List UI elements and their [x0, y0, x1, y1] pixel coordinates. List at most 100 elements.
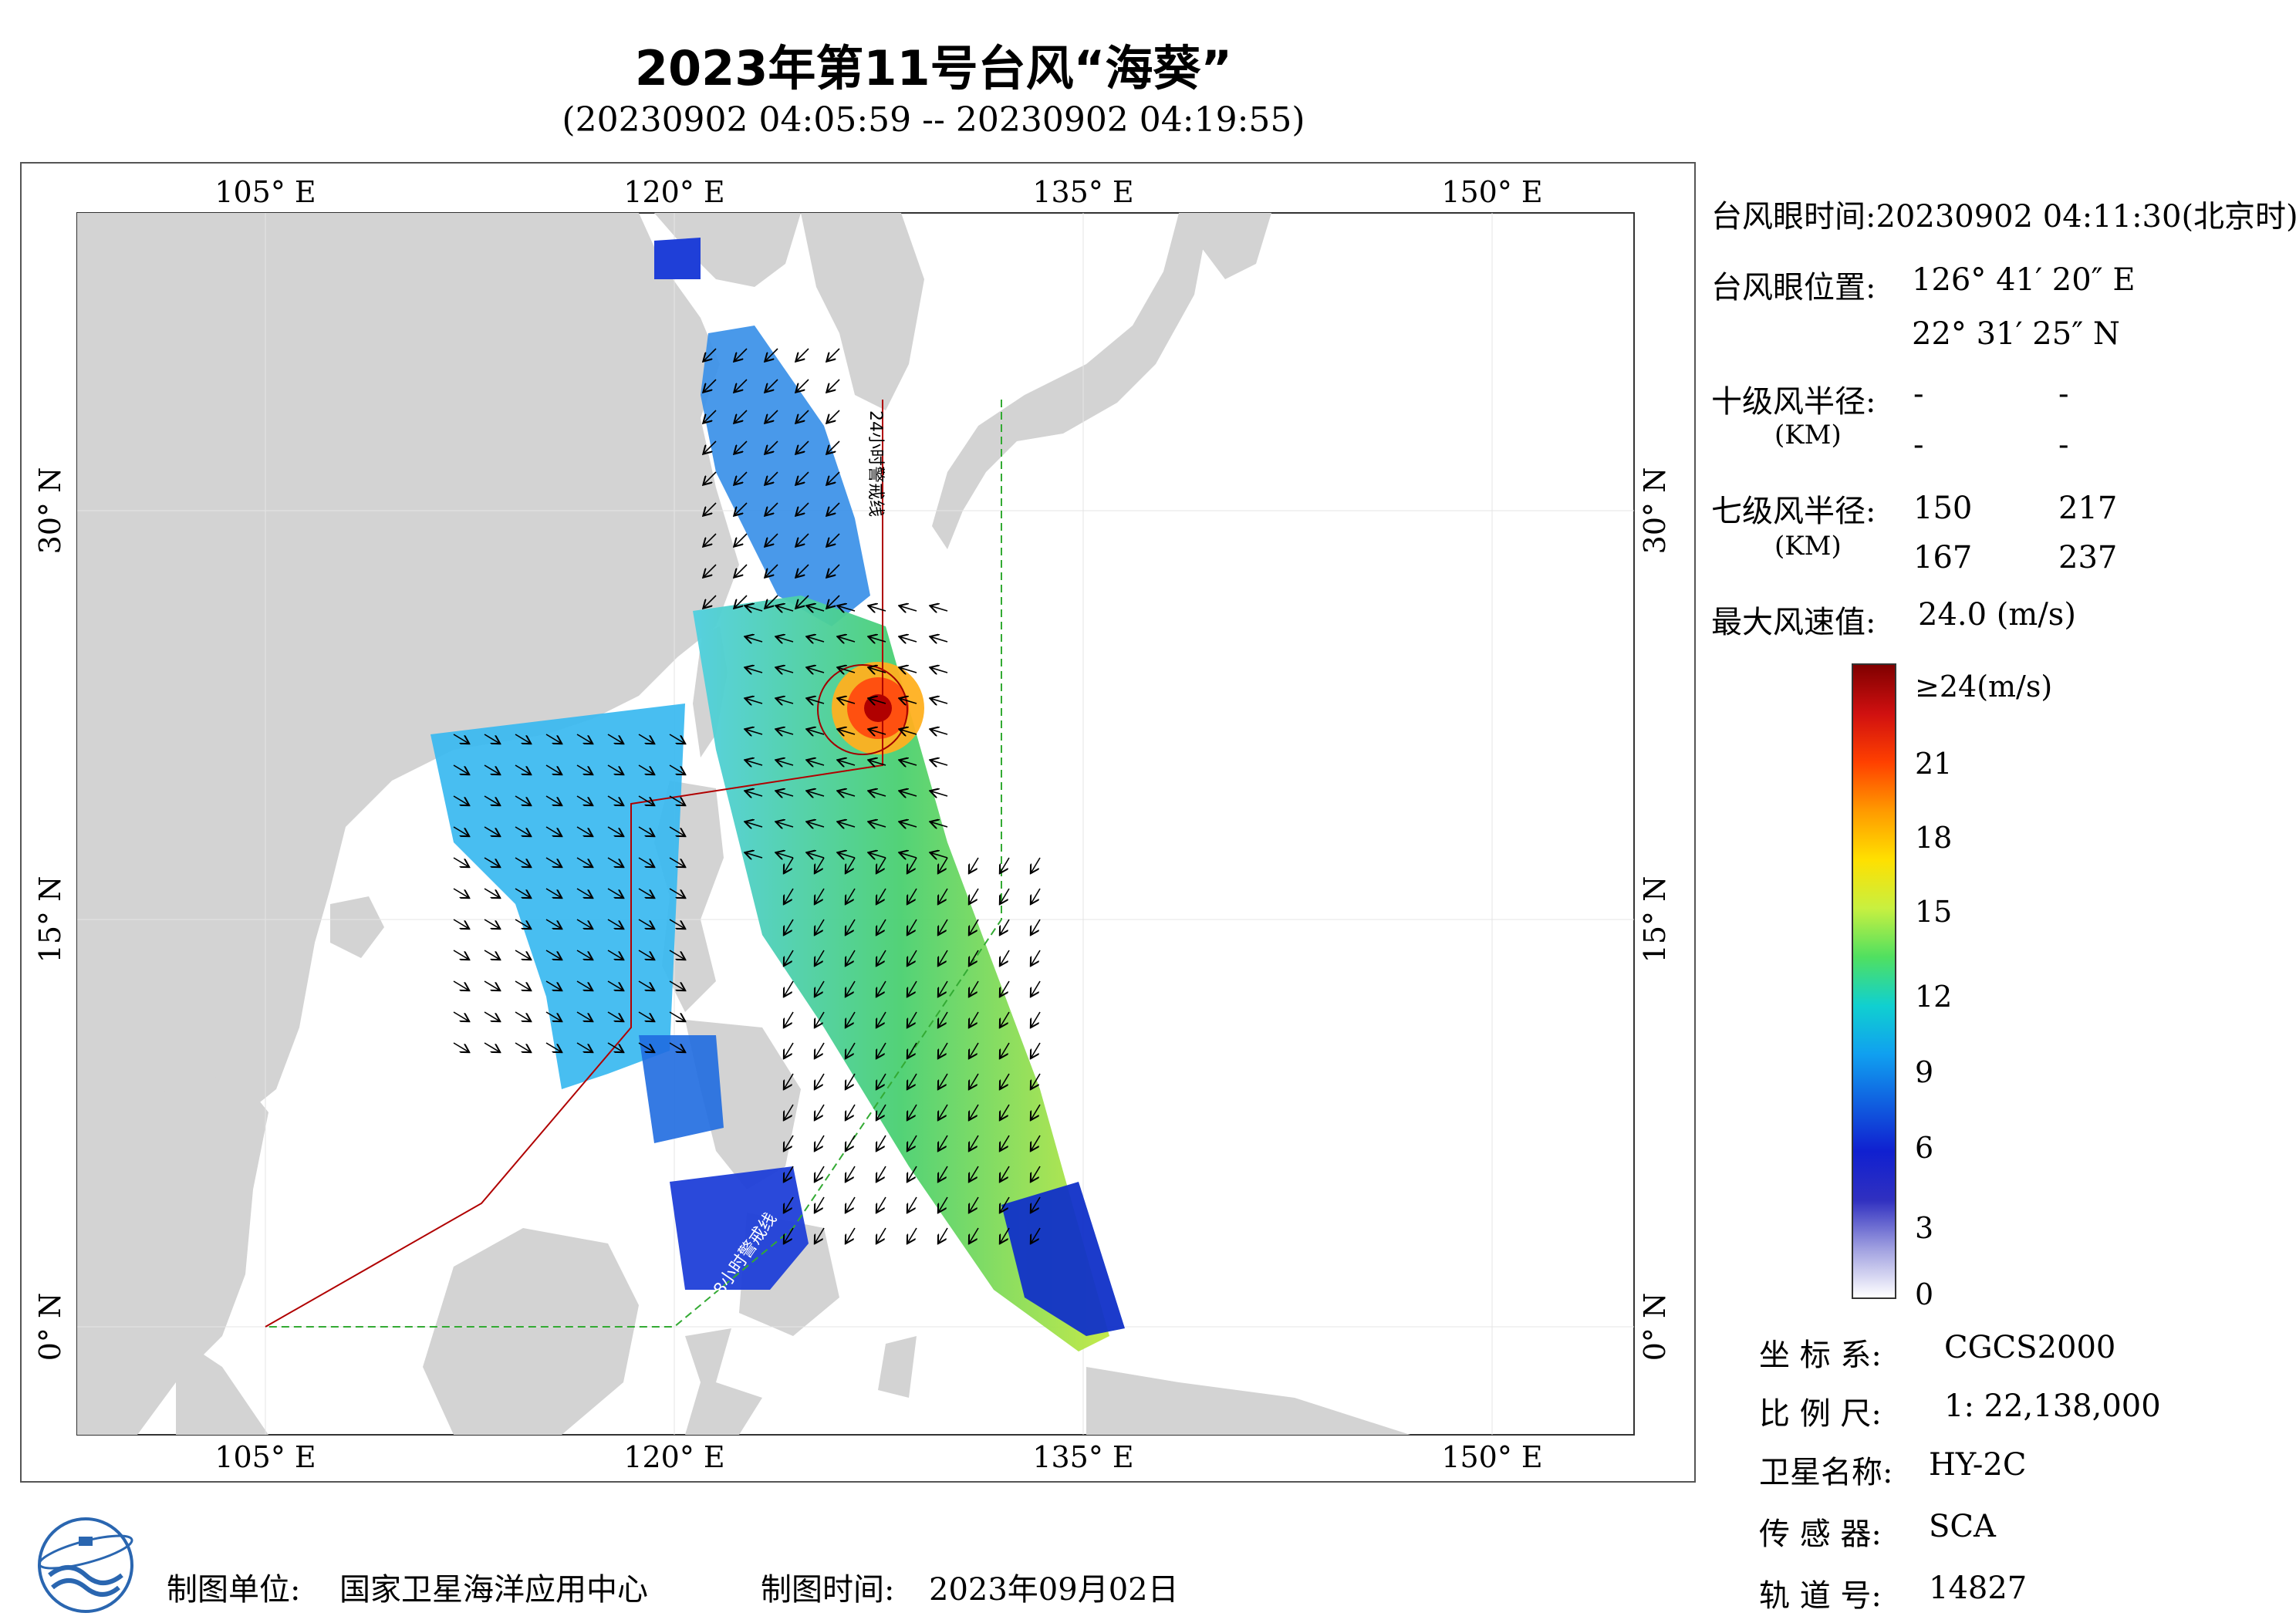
wind-vector-arrow	[931, 853, 948, 858]
wind-vector-arrow	[846, 1011, 856, 1027]
wind-vector-arrow	[970, 950, 979, 965]
wind-vector-arrow	[839, 761, 856, 765]
r10-unit: (KM)	[1774, 420, 1842, 450]
wind-vector-arrow	[484, 764, 499, 774]
land-malaya	[176, 1336, 268, 1435]
wind-vector-arrow	[815, 1011, 825, 1027]
wind-vector-arrow	[846, 919, 856, 934]
wind-vector-arrow	[970, 857, 979, 872]
wind-vector-arrow	[453, 764, 468, 774]
wind-vector-arrow	[970, 1227, 979, 1243]
wind-vector-arrow	[765, 502, 778, 515]
wind-vector-arrow	[453, 888, 468, 897]
wind-vector-arrow	[1001, 1042, 1010, 1058]
wind-vector-arrow	[484, 888, 499, 897]
land-halmahera	[878, 1336, 917, 1398]
wind-vector-arrow	[908, 1135, 917, 1150]
wind-vector-arrow	[777, 699, 794, 704]
wind-vector-arrow	[815, 1166, 825, 1181]
wind-vector-arrow	[877, 857, 886, 872]
colorbar-label-9: 9	[1915, 1055, 1934, 1089]
wind-vector-arrow	[704, 471, 717, 484]
wind-vector-arrow	[839, 668, 856, 673]
wind-vector-arrow	[704, 533, 717, 546]
wind-vector-arrow	[827, 502, 840, 515]
wind-vector-arrow	[704, 440, 717, 454]
wind-vector-arrow	[808, 637, 825, 642]
wind-vector-arrow	[908, 857, 917, 872]
wind-vector-arrow	[545, 1042, 561, 1051]
wind-vector-arrow	[638, 826, 653, 835]
wind-vector-arrow	[484, 1042, 499, 1051]
wind-vector-arrow	[785, 1042, 794, 1058]
wind-vector-arrow	[545, 919, 561, 928]
wind-vector-arrow	[796, 502, 809, 515]
wind-vector-arrow	[1001, 980, 1010, 996]
wind-vector-arrow	[734, 410, 748, 423]
wind-vector-arrow	[638, 857, 653, 866]
wind-vector-arrow	[669, 734, 684, 743]
wind-vector-arrow	[1001, 888, 1010, 903]
satellite-label: 卫星名称:	[1759, 1455, 1893, 1490]
wind-vector-arrow	[607, 734, 623, 743]
wind-vector-arrow	[908, 1011, 917, 1027]
wind-vector-arrow	[877, 980, 886, 996]
wind-vector-arrow	[1001, 1227, 1010, 1243]
satellite-value: HY-2C	[1929, 1447, 2027, 1483]
wind-vector-arrow	[939, 1135, 948, 1150]
wind-vector-arrow	[734, 471, 748, 484]
wind-vector-arrow	[669, 919, 684, 928]
wind-vector-arrow	[970, 1104, 979, 1119]
wind-vector-arrow	[669, 1042, 684, 1051]
lon-bottom-135: 135° E	[1032, 1440, 1133, 1474]
wind-vector-arrow	[607, 950, 623, 959]
wind-vector-arrow	[746, 668, 763, 673]
wind-vector-arrow	[931, 791, 948, 796]
r7-value-nw: 237	[2058, 540, 2118, 575]
wind-vector-arrow	[846, 1227, 856, 1243]
wind-vector-arrow	[515, 950, 530, 959]
wind-vector-arrow	[869, 637, 886, 642]
eye-lat-value: 22° 31′ 25″ N	[1912, 316, 2120, 352]
eye-lon-value: 126° 41′ 20″ E	[1912, 262, 2136, 298]
wind-vector-arrow	[545, 888, 561, 897]
wind-speed-colorbar	[1852, 663, 1896, 1299]
swath-north	[701, 326, 870, 626]
wind-vector-arrow	[900, 637, 917, 642]
eye-time-row: 台风眼时间:20230902 04:11:30(北京时)	[1711, 191, 2296, 236]
wind-vector-arrow	[931, 699, 948, 704]
wind-vector-arrow	[808, 761, 825, 765]
wind-vector-arrow	[900, 853, 917, 858]
land-china	[77, 213, 739, 1112]
wind-vector-arrow	[576, 764, 592, 774]
org-label: 制图单位:	[167, 1572, 301, 1608]
wind-vector-arrow	[515, 764, 530, 774]
wind-vector-arrow	[815, 1042, 825, 1058]
wind-vector-arrow	[785, 857, 794, 872]
orbit-value: 14827	[1929, 1571, 2028, 1606]
wind-vector-arrow	[931, 822, 948, 827]
wind-vector-arrow	[669, 795, 684, 805]
crs-label: 坐 标 系:	[1759, 1338, 1882, 1373]
warning-line-24h-label: 24小时警戒线	[866, 410, 885, 517]
wind-vector-arrow	[877, 1011, 886, 1027]
colorbar-label-3: 3	[1915, 1211, 1934, 1245]
wind-vector-arrow	[846, 1166, 856, 1181]
wind-vector-arrow	[827, 564, 840, 577]
wind-vector-arrow	[931, 730, 948, 734]
wind-vector-arrow	[484, 734, 499, 743]
wind-vector-arrow	[1001, 1073, 1010, 1088]
wind-vector-arrow	[777, 853, 794, 858]
wind-vector-arrow	[827, 471, 840, 484]
wind-vector-arrow	[785, 919, 794, 934]
wind-vector-arrow	[1032, 919, 1041, 934]
wind-vector-arrow	[638, 888, 653, 897]
wind-vector-arrow	[839, 699, 856, 704]
wind-vector-arrow	[484, 950, 499, 959]
wind-vector-arrow	[869, 791, 886, 796]
wind-vector-arrow	[453, 950, 468, 959]
wind-vector-arrow	[869, 853, 886, 858]
colorbar-label-0: 0	[1915, 1277, 1934, 1311]
wind-vector-arrow	[796, 410, 809, 423]
wind-vector-arrow	[796, 440, 809, 454]
